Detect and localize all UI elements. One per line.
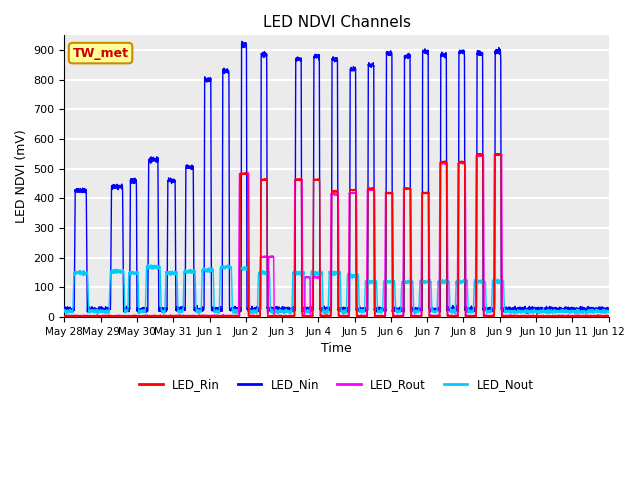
Legend: LED_Rin, LED_Nin, LED_Rout, LED_Nout: LED_Rin, LED_Nin, LED_Rout, LED_Nout — [134, 373, 538, 396]
Text: TW_met: TW_met — [72, 47, 129, 60]
Y-axis label: LED NDVI (mV): LED NDVI (mV) — [15, 129, 28, 223]
X-axis label: Time: Time — [321, 342, 352, 355]
Title: LED NDVI Channels: LED NDVI Channels — [262, 15, 410, 30]
